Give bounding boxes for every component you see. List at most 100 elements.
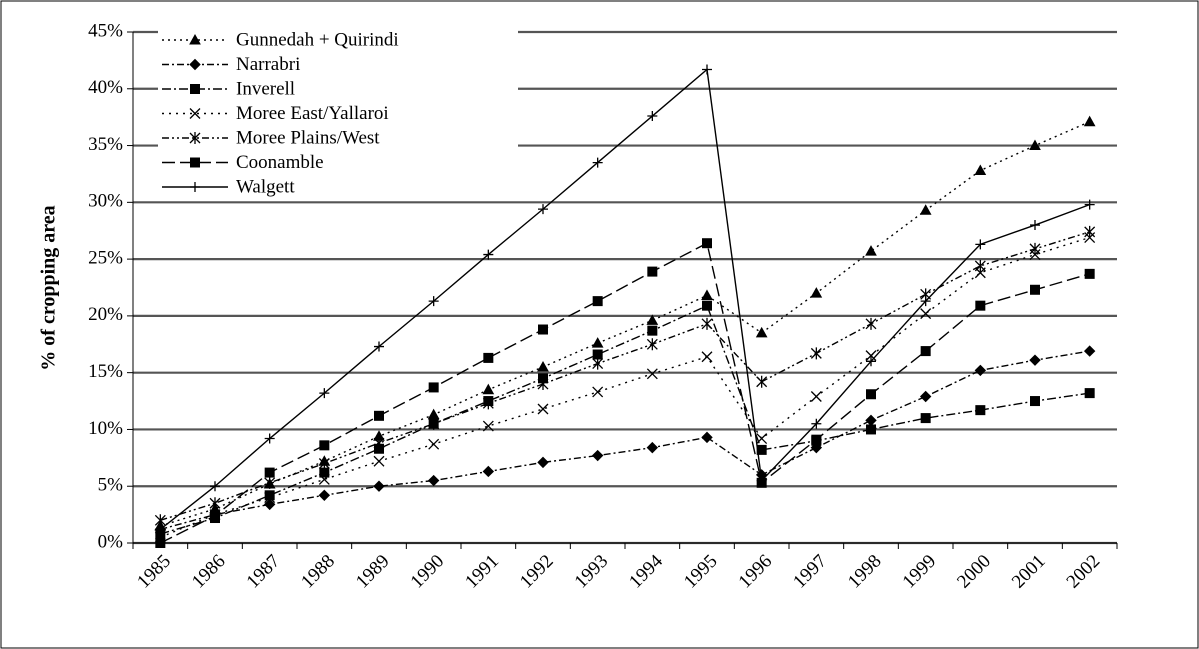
legend-marker	[190, 182, 200, 192]
marker	[974, 364, 987, 377]
marker	[264, 433, 275, 444]
marker	[318, 457, 330, 470]
y-tick-label: 30%	[88, 191, 123, 212]
marker	[1029, 139, 1041, 151]
marker	[210, 481, 220, 492]
marker	[1084, 268, 1095, 279]
series-line	[160, 304, 1090, 535]
marker	[538, 204, 548, 215]
marker	[974, 164, 987, 176]
marker	[701, 351, 713, 363]
marker	[811, 418, 822, 429]
marker	[975, 239, 986, 250]
legend-marker	[190, 84, 200, 94]
marker	[647, 266, 658, 277]
marker	[373, 455, 385, 467]
legend-label: Moree East/Yallaroi	[236, 103, 389, 124]
marker	[482, 383, 495, 395]
series-line	[160, 121, 1090, 527]
marker	[647, 111, 658, 122]
legend-marker	[189, 132, 201, 144]
marker	[866, 389, 876, 400]
y-tick-label: 0%	[98, 531, 124, 552]
marker	[646, 314, 659, 325]
marker	[263, 498, 276, 511]
marker	[701, 317, 713, 330]
marker	[210, 510, 220, 521]
legend-bg	[158, 53, 518, 76]
marker	[318, 473, 330, 485]
marker	[538, 324, 548, 335]
marker	[701, 289, 713, 300]
marker	[1084, 225, 1096, 238]
marker	[810, 347, 822, 360]
marker	[318, 489, 331, 502]
marker	[919, 204, 932, 215]
marker	[646, 368, 658, 380]
legend-label: Gunnedah + Quirindi	[236, 29, 399, 50]
series-line	[160, 231, 1090, 521]
marker	[592, 357, 604, 370]
marker	[209, 497, 221, 510]
marker	[1030, 284, 1040, 295]
y-tick-label: 45%	[88, 20, 123, 41]
marker	[756, 475, 767, 486]
marker	[319, 388, 330, 399]
marker	[1084, 388, 1095, 399]
legend-bg	[158, 127, 518, 149]
marker	[810, 287, 823, 298]
legend-label: Coonamble	[236, 152, 324, 173]
legend-label: Inverell	[236, 78, 295, 99]
y-tick-label: 35%	[88, 134, 123, 155]
marker	[1084, 199, 1095, 210]
marker	[975, 300, 986, 311]
marker	[920, 346, 931, 357]
marker	[1083, 115, 1096, 127]
marker	[373, 480, 385, 492]
series-line	[160, 350, 1090, 531]
marker	[155, 524, 166, 535]
series-line	[159, 68, 1090, 530]
marker	[920, 296, 931, 307]
legend-bg	[158, 78, 518, 100]
marker	[428, 382, 439, 393]
series-line	[160, 242, 1090, 544]
legend-marker	[190, 157, 200, 168]
legend-marker	[189, 108, 201, 119]
marker	[865, 245, 877, 256]
legend-bg	[158, 176, 518, 198]
marker	[866, 424, 876, 435]
marker	[482, 465, 495, 478]
y-tick-label: 20%	[88, 304, 123, 325]
marker	[811, 434, 822, 445]
marker	[374, 410, 384, 421]
marker	[810, 391, 822, 402]
marker	[537, 378, 549, 391]
marker	[592, 157, 603, 168]
marker	[264, 490, 275, 501]
marker	[483, 352, 494, 363]
marker	[427, 474, 440, 487]
y-tick-label: 25%	[88, 247, 123, 268]
y-tick-label: 15%	[88, 361, 123, 382]
marker	[264, 476, 276, 489]
marker	[702, 64, 712, 75]
marker	[702, 238, 712, 249]
marker	[920, 308, 932, 320]
marker	[592, 296, 603, 307]
legend-label: Moree Plains/West	[236, 127, 380, 148]
marker	[647, 325, 658, 336]
marker	[865, 350, 877, 362]
marker	[646, 441, 659, 454]
y-axis-title: % of cropping area	[38, 205, 60, 370]
marker	[974, 259, 986, 272]
marker	[702, 300, 712, 311]
marker	[537, 456, 549, 469]
legend-label: Narrabri	[236, 54, 300, 75]
marker	[646, 338, 658, 351]
marker	[1030, 396, 1040, 407]
marker	[155, 538, 166, 548]
marker	[1029, 354, 1041, 366]
marker	[1029, 242, 1041, 255]
